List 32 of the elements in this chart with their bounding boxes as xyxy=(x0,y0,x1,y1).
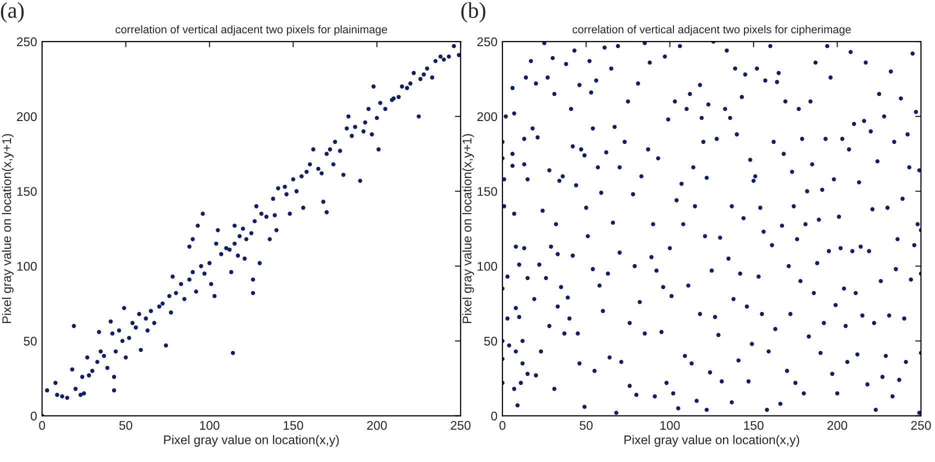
text: (a) xyxy=(0,2,24,22)
x-tick-label: 150 xyxy=(744,420,764,430)
x-tick-label: 250 xyxy=(911,420,931,430)
y-tick-label: 200 xyxy=(16,112,37,122)
y-tick-label: 150 xyxy=(17,187,37,196)
y-axis-title: Pixel gray value on location(x,y+1) xyxy=(462,134,474,324)
x-tick-label: 100 xyxy=(660,420,680,430)
x-tick-label: 50 xyxy=(119,420,132,430)
x-tick-label: 100 xyxy=(200,420,220,430)
y-tick-label: 150 xyxy=(478,187,498,196)
x-axis-title: Pixel gray value on location(x,y) xyxy=(624,435,800,447)
y-tick-label: 250 xyxy=(477,37,498,46)
chart-title: correlation of vertical adjacent two pixels for cipherimage xyxy=(572,25,851,36)
x-tick-label: 50 xyxy=(580,420,593,430)
x-tick-label: 200 xyxy=(827,420,848,430)
y-tick-label: 100 xyxy=(478,262,498,271)
chart-title: correlation of vertical adjacent two pixels for plainimage xyxy=(116,25,388,36)
y-tick-label: 200 xyxy=(477,112,498,122)
x-tick-label: 200 xyxy=(367,420,387,430)
text: (b) xyxy=(461,2,486,22)
x-tick-label: 0 xyxy=(499,420,506,430)
y-tick-label: 50 xyxy=(24,336,37,346)
x-tick-label: 250 xyxy=(450,420,471,430)
x-tick-label: 0 xyxy=(39,420,46,430)
y-tick-label: 0 xyxy=(30,412,37,420)
y-tick-label: 250 xyxy=(16,37,37,46)
y-tick-label: 100 xyxy=(17,262,37,271)
y-tick-label: 0 xyxy=(491,412,498,420)
y-tick-label: 50 xyxy=(484,336,498,346)
y-axis-title: Pixel gray value on location(x,y+1) xyxy=(2,134,14,324)
x-axis-title: Pixel gray value on location(x,y) xyxy=(164,435,339,447)
x-tick-label: 150 xyxy=(284,420,304,430)
